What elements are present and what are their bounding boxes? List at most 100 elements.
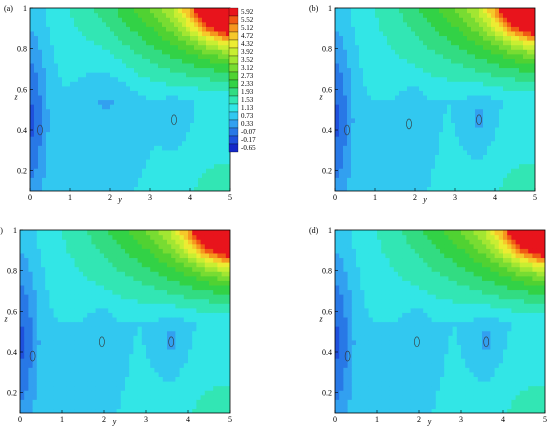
- field-cell: [28, 243, 34, 249]
- field-cell: [403, 154, 408, 160]
- field-cell: [112, 367, 118, 373]
- field-cell: [363, 8, 368, 14]
- field-cell: [375, 108, 380, 114]
- field-cell: [104, 266, 109, 272]
- contour-field: [30, 8, 230, 191]
- field-cell: [190, 122, 195, 128]
- field-cell: [483, 21, 488, 27]
- field-cell: [383, 131, 388, 137]
- field-cell: [467, 140, 472, 146]
- field-cell: [202, 35, 207, 41]
- field-cell: [66, 99, 71, 105]
- field-cell: [399, 17, 404, 23]
- field-cell: [455, 177, 460, 183]
- field-cell: [170, 181, 175, 188]
- field-cell: [174, 35, 179, 41]
- field-cell: [95, 307, 101, 313]
- field-cell: [62, 371, 67, 377]
- field-cell: [46, 122, 51, 128]
- field-cell: [194, 26, 199, 32]
- field-cell: [118, 21, 123, 27]
- field-cell: [45, 280, 50, 286]
- field-cell: [202, 58, 207, 64]
- field-cell: [399, 136, 404, 142]
- field-cell: [154, 85, 159, 91]
- field-cell: [487, 62, 492, 69]
- field-cell: [475, 40, 480, 46]
- field-cell: [150, 30, 155, 37]
- field-cell: [182, 8, 187, 14]
- field-cell: [102, 131, 107, 137]
- field-cell: [70, 158, 75, 165]
- field-cell: [138, 12, 143, 18]
- field-cell: [198, 72, 203, 78]
- field-cell: [379, 30, 384, 37]
- field-cell: [30, 40, 35, 46]
- field-cell: [395, 126, 400, 133]
- field-cell: [41, 344, 46, 350]
- field-cell: [339, 181, 344, 188]
- field-cell: [483, 186, 488, 191]
- field-cell: [391, 122, 396, 128]
- field-cell: [427, 90, 432, 96]
- field-cell: [499, 35, 504, 41]
- field-cell: [335, 158, 340, 165]
- field-cell: [411, 99, 416, 105]
- field-cell: [343, 145, 348, 151]
- field-cell: [50, 26, 55, 32]
- field-cell: [112, 275, 118, 281]
- field-cell: [423, 158, 428, 165]
- field-cell: [20, 275, 25, 281]
- field-cell: [403, 113, 408, 119]
- field-cell: [355, 94, 360, 101]
- field-cell: [112, 243, 118, 249]
- field-cell: [32, 380, 38, 387]
- field-cell: [423, 12, 428, 18]
- x-tick-label: 0: [28, 193, 32, 202]
- field-cell: [439, 145, 444, 151]
- field-cell: [108, 298, 113, 304]
- field-cell: [62, 154, 67, 160]
- field-cell: [95, 385, 101, 391]
- field-cell: [150, 158, 155, 165]
- field-cell: [447, 90, 452, 96]
- field-cell: [202, 172, 207, 178]
- field-cell: [399, 21, 404, 27]
- field-cell: [423, 94, 428, 101]
- field-cell: [162, 158, 167, 165]
- field-cell: [66, 177, 71, 183]
- field-cell: [194, 145, 199, 151]
- field-cell: [91, 358, 97, 364]
- field-cell: [78, 303, 84, 309]
- field-cell: [74, 117, 79, 123]
- field-cell: [78, 53, 83, 59]
- field-cell: [423, 140, 428, 146]
- field-cell: [523, 44, 528, 50]
- field-cell: [367, 172, 372, 178]
- field-cell: [443, 26, 448, 32]
- field-cell: [335, 99, 340, 105]
- field-cell: [174, 40, 179, 46]
- field-cell: [463, 113, 468, 119]
- field-cell: [435, 30, 440, 37]
- field-cell: [178, 149, 183, 155]
- field-cell: [222, 131, 227, 137]
- field-cell: [154, 136, 159, 142]
- field-cell: [36, 298, 42, 304]
- field-cell: [379, 26, 384, 32]
- field-cell: [431, 149, 436, 155]
- field-cell: [443, 131, 448, 137]
- field-cell: [112, 262, 118, 268]
- field-cell: [24, 390, 29, 396]
- field-cell: [339, 177, 344, 183]
- field-cell: [475, 181, 480, 188]
- field-cell: [459, 104, 464, 110]
- field-cell: [471, 154, 476, 160]
- field-cell: [399, 149, 404, 155]
- field-cell: [30, 117, 35, 123]
- field-cell: [194, 49, 199, 55]
- field-cell: [479, 26, 484, 32]
- field-cell: [66, 67, 71, 73]
- field-cell: [41, 326, 46, 332]
- field-cell: [487, 131, 492, 137]
